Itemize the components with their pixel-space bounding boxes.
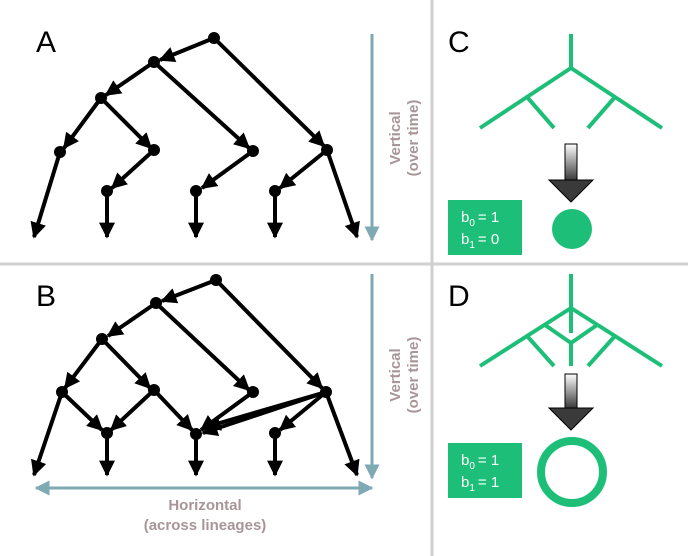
panel-a-nodes xyxy=(54,32,333,197)
panel-b: B xyxy=(31,274,422,534)
panel-c-letter: C xyxy=(448,26,470,59)
panel-d: D b0 = 1 b1 = 1 xyxy=(448,274,664,507)
panel-c: C b0 = 1 b1 = 0 xyxy=(448,26,664,255)
panel-a-vertical-label: Vertical xyxy=(387,111,404,164)
panel-b-nodes xyxy=(56,274,332,440)
panel-d-down-arrow xyxy=(547,373,595,431)
panel-d-letter: D xyxy=(448,280,470,313)
panel-c-disc xyxy=(552,209,592,249)
panel-a-tree xyxy=(30,36,360,239)
panel-b-vertical-label-group: Vertical (over time) xyxy=(387,337,422,414)
panel-d-b1: b1 = 1 xyxy=(461,474,499,494)
panel-a: A xyxy=(30,26,422,242)
panel-a-letter: A xyxy=(36,26,56,59)
panel-b-letter: B xyxy=(36,280,56,313)
panel-b-tree xyxy=(31,278,360,477)
panel-b-vertical-label: Vertical xyxy=(387,348,404,401)
panel-d-green-tree xyxy=(478,274,664,368)
panel-b-horizontal-sublabel: (across lineages) xyxy=(144,517,267,534)
panel-c-b0: b0 = 1 xyxy=(461,209,499,229)
panel-d-ring xyxy=(537,437,607,507)
panel-c-b1: b1 = 0 xyxy=(461,231,499,251)
panel-c-betti-box xyxy=(448,200,522,255)
panel-b-horizontal-label: Horizontal xyxy=(168,497,241,514)
panel-d-b0: b0 = 1 xyxy=(461,452,499,472)
panel-c-green-tree xyxy=(478,34,664,130)
panel-d-betti-box xyxy=(448,443,522,498)
panel-a-vertical-sublabel: (over time) xyxy=(405,100,422,177)
panel-a-vertical-label-group: Vertical (over time) xyxy=(387,100,422,177)
panel-c-down-arrow xyxy=(547,143,595,203)
panel-b-vertical-sublabel: (over time) xyxy=(405,337,422,414)
